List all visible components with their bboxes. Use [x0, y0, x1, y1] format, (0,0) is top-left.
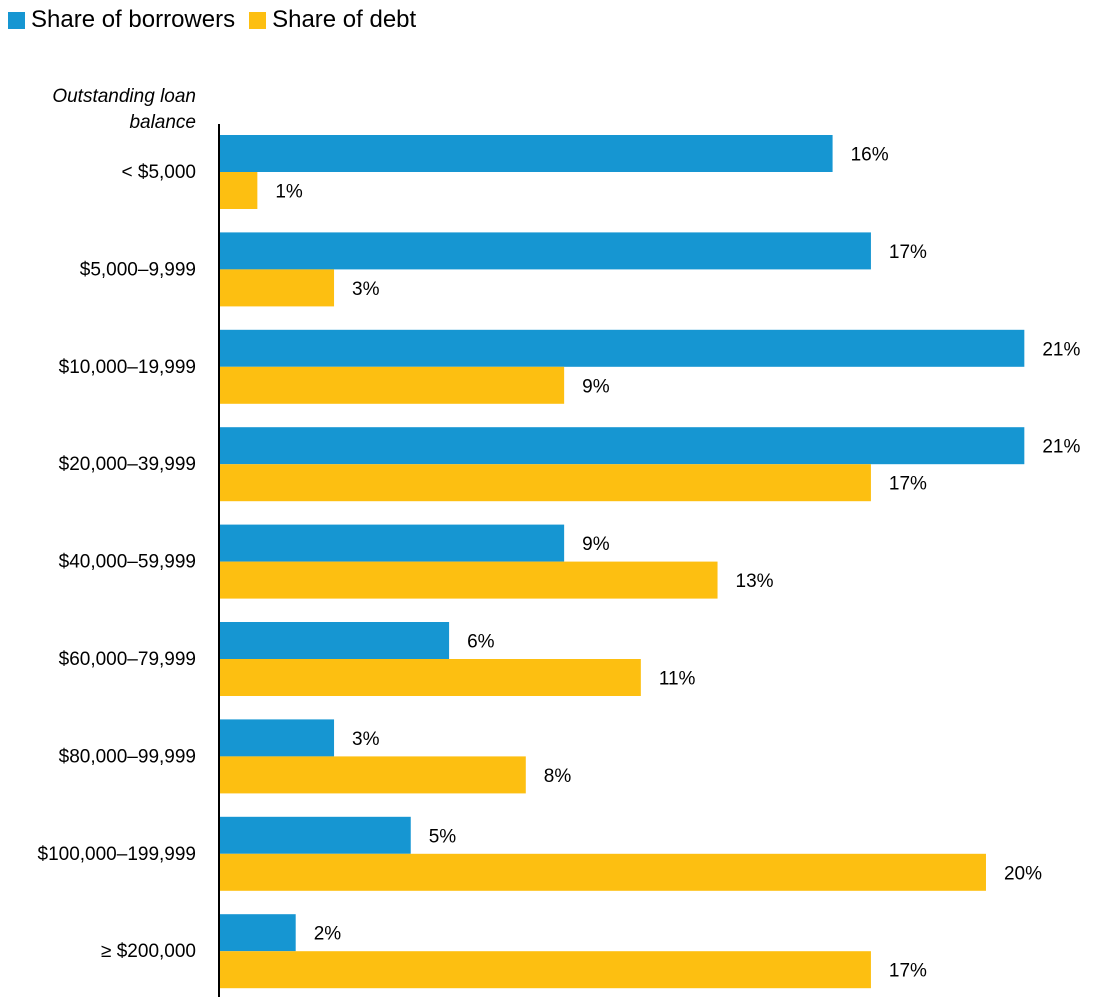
bar-borrowers [219, 135, 833, 172]
value-label-borrowers: 21% [1042, 339, 1080, 360]
bar-borrowers [219, 914, 296, 952]
bar-borrowers [219, 524, 565, 562]
bar-debt [219, 172, 258, 209]
y-axis-title: Outstanding loan balance [52, 86, 196, 133]
value-label-borrowers: 2% [314, 924, 342, 945]
legend: Share of borrowers Share of debt [8, 6, 430, 34]
bar-debt [219, 269, 335, 307]
category-label: < $5,000 [122, 162, 197, 183]
value-label-debt: 3% [352, 279, 380, 300]
value-label-borrowers: 17% [889, 242, 927, 263]
value-label-borrowers: 9% [582, 534, 610, 555]
value-label-borrowers: 3% [352, 729, 380, 750]
bar-borrowers [219, 719, 335, 757]
legend-swatch-borrowers [8, 11, 25, 29]
category-label: $60,000–79,999 [59, 649, 196, 670]
legend-swatch-debt [249, 11, 267, 29]
category-label: $80,000–99,999 [59, 746, 196, 767]
category-label: $20,000–39,999 [59, 454, 196, 475]
bar-debt [219, 366, 565, 404]
value-label-debt: 17% [889, 961, 927, 982]
category-label: $5,000–9,999 [80, 259, 196, 280]
category-label: ≥ $200,000 [101, 941, 196, 962]
bar-borrowers [219, 816, 411, 854]
bar-debt [219, 756, 526, 794]
bar-borrowers [219, 329, 1025, 367]
legend-item-debt: Share of debt [249, 6, 416, 34]
value-label-debt: 1% [275, 182, 303, 203]
legend-label-debt: Share of debt [272, 6, 417, 33]
bar-debt [219, 853, 986, 891]
value-label-debt: 8% [544, 766, 572, 787]
bar-borrowers [219, 427, 1025, 465]
value-label-debt: 17% [889, 474, 927, 495]
bar-debt [219, 951, 871, 989]
category-label: $100,000–199,999 [38, 844, 197, 865]
value-label-debt: 9% [582, 376, 610, 397]
bar-borrowers [219, 232, 871, 270]
value-label-borrowers: 5% [429, 826, 457, 847]
value-label-debt: 13% [736, 571, 774, 592]
legend-item-borrowers: Share of borrowers [8, 6, 235, 34]
bar-debt [219, 659, 641, 696]
category-label: $40,000–59,999 [59, 552, 196, 573]
bar-debt [219, 464, 871, 502]
category-label: $10,000–19,999 [59, 357, 196, 378]
value-label-borrowers: 16% [851, 145, 889, 166]
value-label-borrowers: 21% [1042, 437, 1080, 458]
legend-label-borrowers: Share of borrowers [31, 6, 236, 33]
value-label-debt: 11% [659, 669, 696, 690]
value-label-debt: 20% [1004, 863, 1042, 884]
value-label-borrowers: 6% [467, 632, 495, 653]
bar-borrowers [219, 622, 450, 659]
bar-debt [219, 561, 718, 599]
